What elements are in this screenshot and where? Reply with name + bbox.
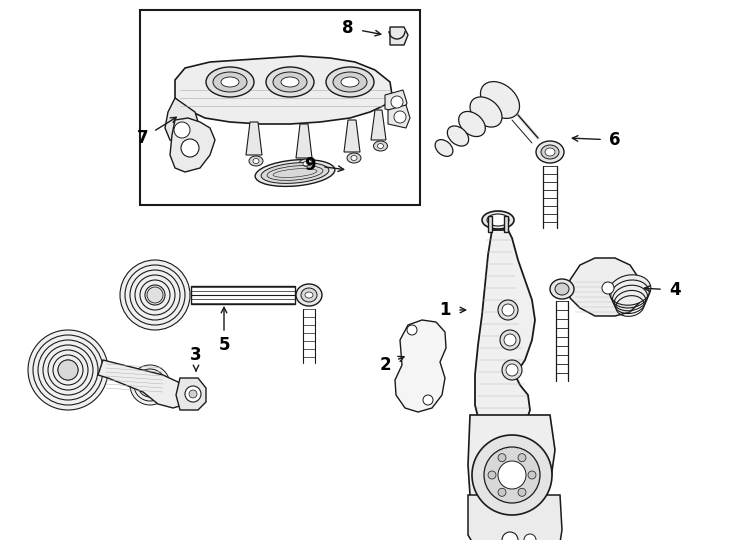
Ellipse shape [447, 126, 469, 146]
Ellipse shape [299, 159, 313, 169]
Ellipse shape [213, 72, 247, 92]
Ellipse shape [459, 111, 485, 137]
Circle shape [472, 435, 552, 515]
Ellipse shape [221, 77, 239, 87]
Ellipse shape [326, 67, 374, 97]
Polygon shape [395, 320, 446, 412]
Ellipse shape [333, 72, 367, 92]
Ellipse shape [481, 82, 520, 118]
Bar [140, 10, 420, 205]
Text: 5: 5 [218, 336, 230, 354]
Text: 7: 7 [137, 129, 149, 147]
Circle shape [518, 488, 526, 496]
Circle shape [407, 325, 417, 335]
Ellipse shape [377, 144, 383, 149]
Polygon shape [388, 105, 410, 128]
Ellipse shape [550, 279, 574, 299]
Text: 2: 2 [379, 356, 390, 374]
Ellipse shape [281, 77, 299, 87]
Ellipse shape [206, 67, 254, 97]
Ellipse shape [249, 156, 263, 166]
Polygon shape [165, 98, 200, 146]
Polygon shape [570, 258, 640, 316]
Circle shape [504, 334, 516, 346]
Text: 1: 1 [439, 301, 451, 319]
Circle shape [130, 365, 170, 405]
Ellipse shape [296, 284, 322, 306]
Ellipse shape [347, 153, 361, 163]
Circle shape [502, 532, 518, 540]
Circle shape [602, 282, 614, 294]
Ellipse shape [261, 163, 329, 184]
Polygon shape [504, 216, 508, 232]
Circle shape [423, 395, 433, 405]
Ellipse shape [253, 159, 259, 164]
Polygon shape [390, 27, 408, 45]
Ellipse shape [555, 283, 569, 295]
Ellipse shape [609, 275, 651, 305]
Polygon shape [175, 56, 392, 124]
Text: 4: 4 [669, 281, 681, 299]
Text: 9: 9 [304, 156, 316, 174]
Polygon shape [468, 415, 555, 512]
Ellipse shape [487, 214, 509, 226]
Text: 3: 3 [190, 346, 202, 364]
Circle shape [484, 447, 540, 503]
Ellipse shape [545, 148, 555, 156]
Polygon shape [488, 216, 492, 232]
Circle shape [498, 454, 506, 462]
Polygon shape [170, 118, 215, 172]
Circle shape [518, 454, 526, 462]
Circle shape [488, 471, 496, 479]
Polygon shape [246, 122, 262, 155]
Circle shape [502, 360, 522, 380]
Circle shape [524, 534, 536, 540]
Ellipse shape [341, 77, 359, 87]
Ellipse shape [536, 141, 564, 163]
Ellipse shape [266, 67, 314, 97]
Ellipse shape [482, 211, 514, 229]
Ellipse shape [305, 292, 313, 298]
Circle shape [174, 122, 190, 138]
Circle shape [502, 304, 514, 316]
Circle shape [120, 260, 190, 330]
Ellipse shape [541, 145, 559, 159]
Ellipse shape [374, 141, 388, 151]
Polygon shape [385, 90, 407, 113]
Text: 6: 6 [609, 131, 621, 149]
Ellipse shape [351, 156, 357, 160]
Ellipse shape [273, 72, 307, 92]
Polygon shape [98, 360, 186, 408]
Text: 8: 8 [342, 19, 354, 37]
Polygon shape [468, 495, 562, 540]
Circle shape [498, 488, 506, 496]
Circle shape [528, 471, 536, 479]
Circle shape [506, 364, 518, 376]
Polygon shape [176, 378, 206, 410]
Circle shape [147, 287, 163, 303]
Ellipse shape [435, 140, 453, 157]
Circle shape [189, 390, 197, 398]
Ellipse shape [255, 160, 335, 186]
Polygon shape [475, 230, 535, 438]
Circle shape [181, 139, 199, 157]
Circle shape [185, 386, 201, 402]
Circle shape [498, 461, 526, 489]
Circle shape [394, 111, 406, 123]
Polygon shape [344, 120, 360, 152]
Ellipse shape [301, 288, 317, 302]
Ellipse shape [470, 97, 502, 127]
Circle shape [58, 360, 78, 380]
Circle shape [498, 300, 518, 320]
Circle shape [500, 330, 520, 350]
Circle shape [28, 330, 108, 410]
Ellipse shape [303, 161, 309, 166]
Polygon shape [296, 124, 312, 158]
Polygon shape [371, 110, 386, 140]
Circle shape [391, 96, 403, 108]
